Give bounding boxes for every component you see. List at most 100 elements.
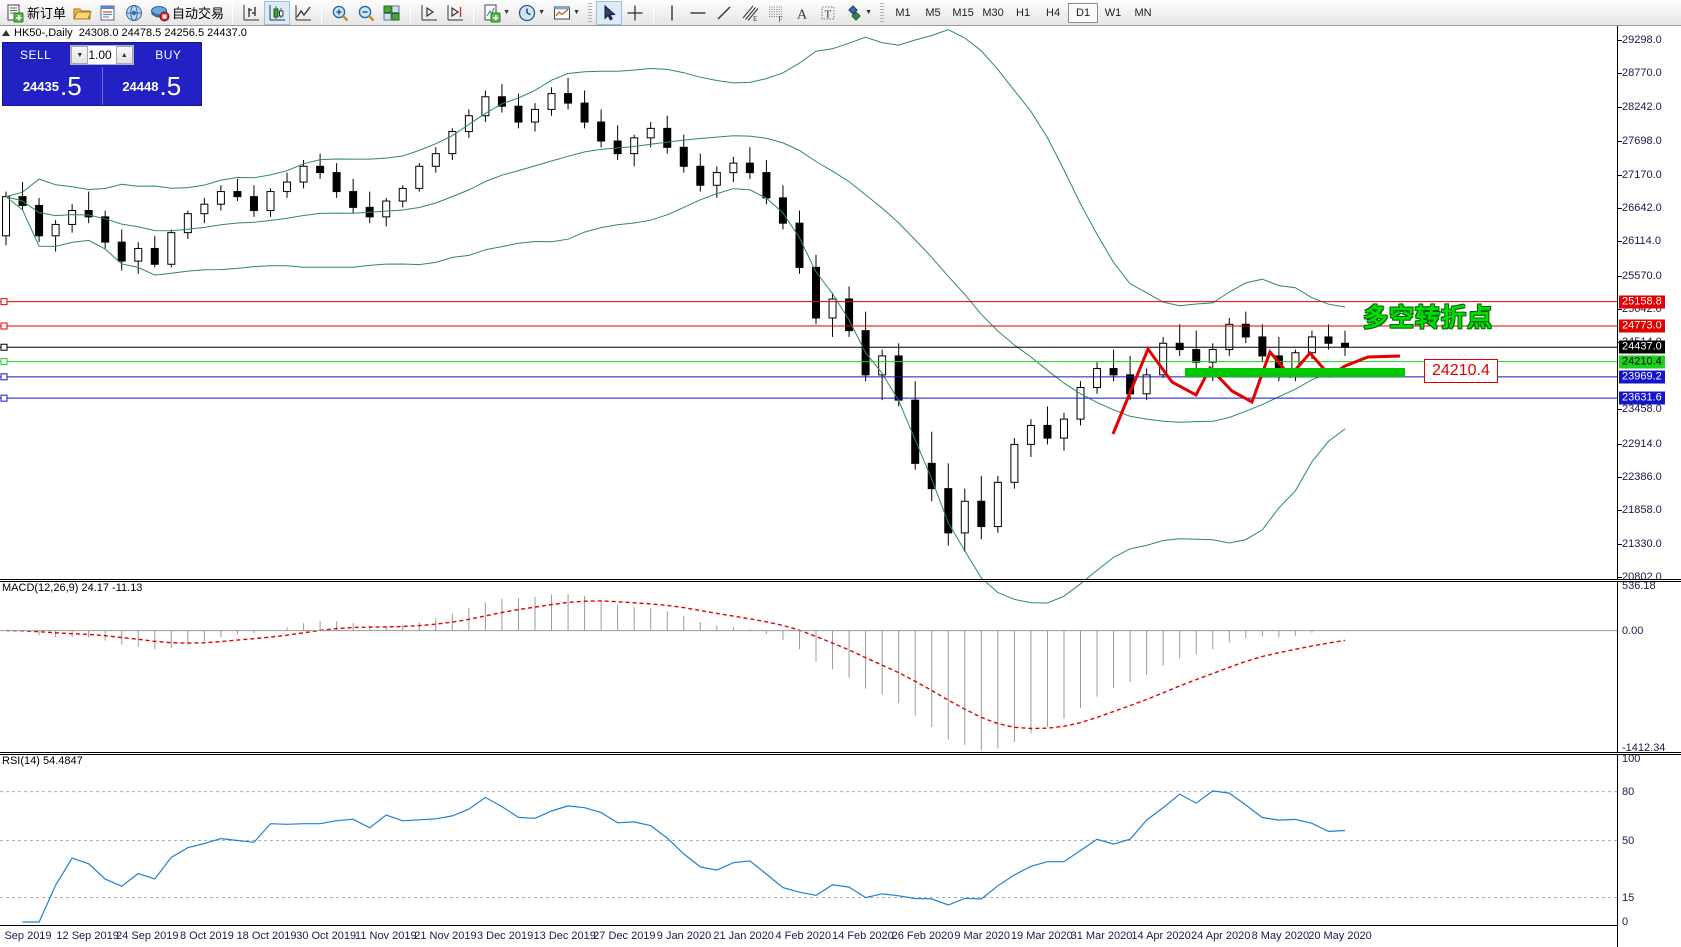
- date-tick-label: 12 Sep 2019: [56, 930, 119, 942]
- price-tick: [1618, 73, 1622, 75]
- symbol-info-bar: HK50-,Daily 24308.0 24478.5 24256.5 2443…: [0, 26, 247, 40]
- chevron-down-icon[interactable]: ▼: [538, 9, 545, 16]
- price-tick: [1618, 207, 1622, 209]
- svg-text:A: A: [797, 7, 808, 22]
- toolbar-grip-1[interactable]: [588, 2, 593, 23]
- volume-decrement-button[interactable]: ▼: [71, 46, 89, 64]
- price-tick: [1618, 40, 1622, 41]
- macd-rsi-separator[interactable]: [0, 752, 1681, 755]
- timeframe-mn[interactable]: MN: [1134, 6, 1152, 19]
- toolbar-separator-3: [410, 2, 412, 23]
- price-tick-label: 28242.0: [1622, 100, 1662, 113]
- zoom-in-button[interactable]: [327, 1, 353, 25]
- bollinger-bands-series: [5, 29, 1346, 604]
- equidistant-channel-tool-button[interactable]: E: [737, 1, 763, 25]
- date-tick-label: 14 Apr 2020: [1131, 930, 1191, 942]
- chevron-down-icon[interactable]: ▼: [865, 9, 872, 16]
- trendline-icon: [717, 6, 731, 19]
- volume-value[interactable]: 1.00: [88, 46, 116, 64]
- new-order-button[interactable]: 新订单: [2, 1, 69, 25]
- chart-plot-area[interactable]: [0, 26, 1617, 947]
- auto-scroll-button[interactable]: [442, 1, 468, 25]
- buy-button[interactable]: 24448 .5: [101, 67, 202, 105]
- svg-text:F: F: [779, 15, 783, 23]
- price-scale[interactable]: 29298.0 28770.0 28242.0 27698.0 27170.0 26642…: [1617, 26, 1681, 947]
- templates-menu-button[interactable]: ▼: [549, 1, 584, 25]
- timeframe-w1[interactable]: W1: [1104, 6, 1122, 19]
- macd-tick-label: 0.00: [1622, 624, 1644, 637]
- crosshair-tool-button[interactable]: [622, 1, 648, 25]
- level-price-tag[interactable]: 25158.8: [1619, 295, 1665, 309]
- chart-grid-button[interactable]: [379, 1, 405, 25]
- timeframe-h4[interactable]: H4: [1046, 6, 1061, 19]
- main-toolbar: 新订单: [0, 0, 1681, 26]
- fibonacci-tool-button[interactable]: F: [763, 1, 789, 25]
- horizontal-line-tool-button[interactable]: [685, 1, 711, 25]
- chevron-down-icon[interactable]: ▼: [573, 9, 580, 16]
- chart-window[interactable]: HK50-,Daily 24308.0 24478.5 24256.5 2443…: [0, 26, 1681, 947]
- price-tick: [1618, 309, 1622, 310]
- zoom-out-button[interactable]: [353, 1, 379, 25]
- date-tick-label: 24 Apr 2020: [1191, 930, 1251, 942]
- trendline-tool-button[interactable]: [711, 1, 737, 25]
- navigator-globe-icon: [126, 4, 143, 21]
- auto-trading-button[interactable]: 自动交易: [147, 1, 227, 25]
- cursor-arrow-icon: [604, 4, 616, 20]
- open-data-folder-button[interactable]: [69, 1, 95, 25]
- collapse-triangle-icon[interactable]: [2, 30, 10, 36]
- crosshair-icon: [627, 5, 643, 20]
- price-tick: [1618, 241, 1622, 243]
- date-tick-label: 24 Sep 2019: [116, 930, 179, 942]
- period-menu-button[interactable]: ▼: [514, 1, 549, 25]
- line-chart-button[interactable]: [290, 1, 316, 25]
- shapes-menu-button[interactable]: ▼: [841, 1, 876, 25]
- date-tick-label: 21 Nov 2019: [414, 930, 477, 942]
- shapes-icon: [848, 4, 861, 21]
- candlestick-chart-icon: [269, 4, 286, 20]
- candlestick-series: [2, 77, 1349, 552]
- timeframe-m1[interactable]: M1: [895, 6, 911, 19]
- one-click-trade-panel[interactable]: SELL ▼ 1.00 ▲ BUY 24435 .5 24448 .5: [2, 42, 202, 106]
- timeframe-h1[interactable]: H1: [1016, 6, 1031, 19]
- market-watch-button[interactable]: [95, 1, 121, 25]
- time-axis[interactable]: Sep 2019 12 Sep 2019 24 Sep 2019 8 Oct 2019…: [0, 925, 1617, 947]
- rsi-indicator-label: RSI(14) 54.4847: [2, 755, 83, 767]
- candlestick-chart-button[interactable]: [264, 0, 291, 25]
- buy-label: BUY: [155, 48, 182, 62]
- sell-label: SELL: [19, 48, 52, 62]
- indicators-menu-button[interactable]: ▼: [479, 1, 514, 25]
- price-level-box[interactable]: 24210.4: [1424, 359, 1498, 383]
- price-macd-separator[interactable]: [0, 579, 1681, 582]
- level-price-tag[interactable]: 24437.0: [1619, 340, 1665, 354]
- cursor-tool-button[interactable]: [596, 0, 623, 25]
- folder-icon: [73, 8, 92, 19]
- text-tool-button[interactable]: A: [789, 1, 815, 25]
- price-tick: [1618, 476, 1622, 478]
- level-price-tag[interactable]: 23969.2: [1619, 370, 1665, 384]
- timeframe-d1[interactable]: D1: [1068, 2, 1099, 23]
- rsi-tick-label: 100: [1622, 753, 1641, 765]
- bar-chart-button[interactable]: [238, 1, 264, 25]
- volume-field[interactable]: ▼ 1.00 ▲: [70, 45, 134, 65]
- level-price-tag[interactable]: 23631.6: [1619, 391, 1665, 405]
- level-price-tag[interactable]: 24210.4: [1619, 355, 1665, 369]
- level-price-tag[interactable]: 24773.0: [1619, 319, 1665, 333]
- toolbar-grip-2[interactable]: [880, 2, 885, 23]
- zigzag-trendline: [1111, 345, 1401, 435]
- chart-canvas[interactable]: [0, 26, 1617, 947]
- price-tick: [1618, 409, 1622, 411]
- timeframe-m15[interactable]: M15: [952, 6, 974, 19]
- sell-button[interactable]: 24435 .5: [3, 67, 102, 105]
- price-tick-label: 25570.0: [1622, 269, 1662, 282]
- green-level-rectangle[interactable]: [1185, 368, 1405, 377]
- navigator-button[interactable]: [121, 1, 147, 25]
- timeframe-m5[interactable]: M5: [925, 6, 941, 19]
- chevron-down-icon[interactable]: ▼: [503, 9, 510, 16]
- toolbar-separator-2: [321, 2, 323, 23]
- text-label-tool-button[interactable]: T: [815, 1, 841, 25]
- timeframe-m30[interactable]: M30: [982, 6, 1004, 19]
- shift-chart-button[interactable]: [416, 1, 442, 25]
- vertical-line-tool-button[interactable]: [659, 1, 685, 25]
- date-tick-label: 11 Nov 2019: [355, 930, 417, 942]
- volume-increment-button[interactable]: ▲: [115, 46, 133, 64]
